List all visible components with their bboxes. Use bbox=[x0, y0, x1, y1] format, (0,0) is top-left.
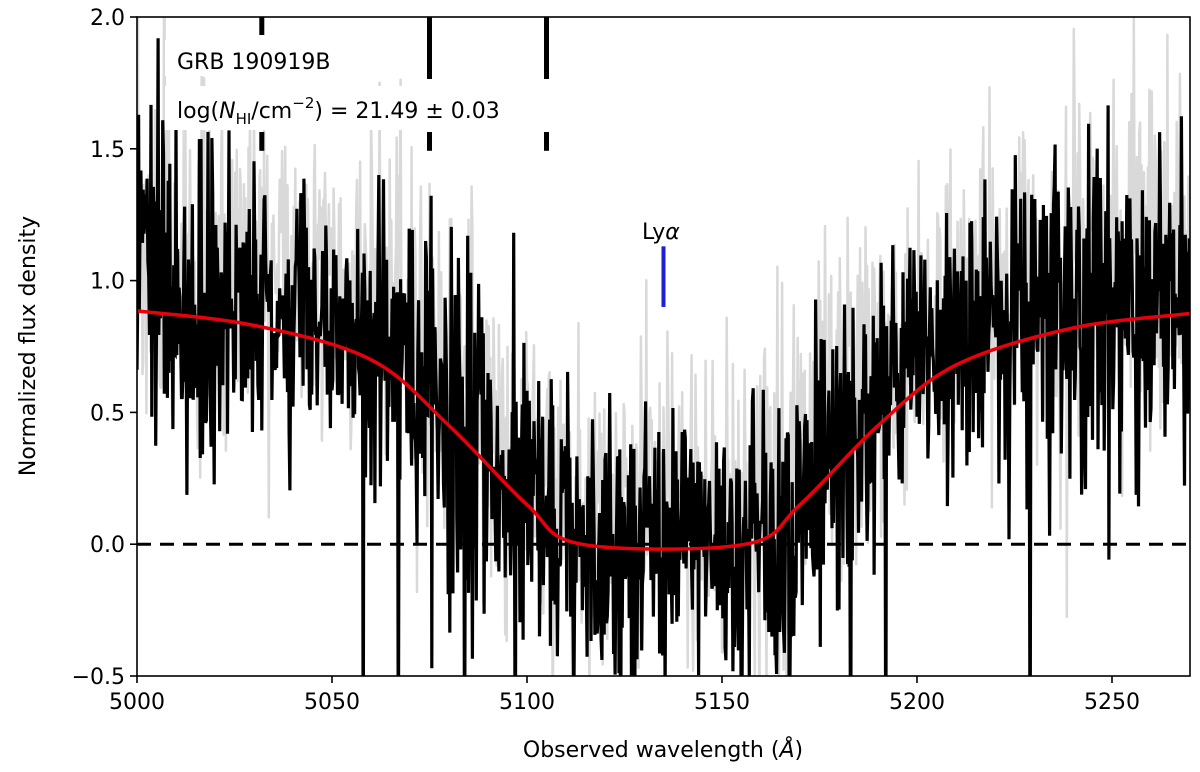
lya-label-background bbox=[635, 212, 703, 260]
fit-model-line bbox=[137, 309, 1190, 551]
x-axis-label-main: Observed wavelength ( bbox=[523, 738, 780, 763]
x-tick-label: 5100 bbox=[499, 690, 555, 715]
x-axis-label-close: ) bbox=[795, 738, 804, 763]
x-tick-label: 5050 bbox=[304, 690, 360, 715]
spectrum-line bbox=[137, 38, 1190, 676]
x-tick-label: 5150 bbox=[694, 690, 750, 715]
column-density-label: log(NHI/cm−2) = 21.49 ± 0.03 bbox=[177, 94, 500, 128]
x-axis-label: Observed wavelength (Å) bbox=[523, 736, 803, 763]
lya-label: Lyα bbox=[642, 220, 680, 245]
column-density-background bbox=[165, 86, 595, 130]
y-tick-label: 0.0 bbox=[90, 533, 125, 558]
lya-text: Ly bbox=[642, 220, 665, 245]
plot-frame bbox=[136, 16, 1191, 677]
y-tick-label: −0.5 bbox=[72, 665, 125, 690]
x-tick-label: 5250 bbox=[1084, 690, 1140, 715]
cd-subscript: HI bbox=[236, 110, 252, 128]
plot-series-group bbox=[137, 17, 1190, 676]
lya-symbol: α bbox=[665, 220, 680, 245]
y-tick-label: 0.5 bbox=[90, 401, 125, 426]
x-tick-label: 5200 bbox=[889, 690, 945, 715]
cd-unit: /cm bbox=[251, 99, 292, 124]
cd-exponent: −2 bbox=[292, 94, 314, 112]
plot-area: 5000 5050 5100 5150 5200 5250 −0.5 0.0 0.5 1.0 1.5… bbox=[72, 6, 1191, 715]
grb-name-label: GRB 190919B bbox=[177, 50, 331, 75]
x-axis-label-unit: Å bbox=[777, 736, 794, 763]
y-tick-label: 2.0 bbox=[90, 6, 125, 31]
x-tick-label: 5000 bbox=[109, 690, 165, 715]
y-axis-label: Normalized flux density bbox=[16, 216, 41, 476]
cd-symbol: N bbox=[219, 99, 235, 124]
cd-prefix: log( bbox=[177, 99, 219, 124]
y-tick-label: 1.0 bbox=[90, 270, 125, 295]
cd-value: ) = 21.49 ± 0.03 bbox=[314, 99, 499, 124]
grb-label-background bbox=[165, 40, 380, 76]
y-tick-label: 1.5 bbox=[90, 138, 125, 163]
